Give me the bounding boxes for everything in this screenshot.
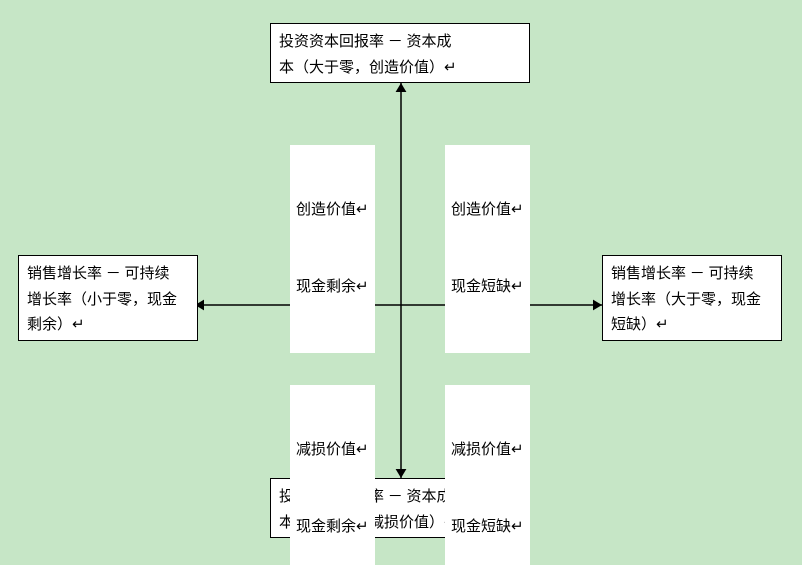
text-line: 剩余）↵ [27, 313, 189, 339]
text-line: 投资资本回报率 － 资本成 [279, 30, 521, 56]
text-line: 现金剩余↵ [296, 275, 369, 301]
text-line: 销售增长率 － 可持续 [27, 262, 189, 288]
text-line: 增长率（大于零，现金 [611, 288, 773, 314]
text-line: 创造价值↵ [296, 198, 369, 224]
text-line: 减损价值↵ [296, 438, 369, 464]
axis-box-top: 投资资本回报率 － 资本成 本（大于零，创造价值）↵ [270, 23, 530, 83]
axis-box-right: 销售增长率 － 可持续 增长率（大于零，现金 短缺）↵ [602, 255, 782, 341]
text-line: 现金短缺↵ [451, 275, 524, 301]
text-line: 现金剩余↵ [296, 515, 369, 541]
diagram-canvas: 投资资本回报率 － 资本成 本（大于零，创造价值）↵ 投资资本回报率 － 资本成… [0, 0, 802, 565]
text-line: 销售增长率 － 可持续 [611, 262, 773, 288]
text-line: 短缺）↵ [611, 313, 773, 339]
axis-box-left: 销售增长率 － 可持续 增长率（小于零，现金 剩余）↵ [18, 255, 198, 341]
text-line: 减损价值↵ [451, 438, 524, 464]
quadrant-label-bottom-left: 减损价值↵ 现金剩余↵ [290, 385, 375, 565]
quadrant-label-bottom-right: 减损价值↵ 现金短缺↵ [445, 385, 530, 565]
quadrant-label-top-left: 创造价值↵ 现金剩余↵ [290, 145, 375, 353]
text-line: 增长率（小于零，现金 [27, 288, 189, 314]
text-line: 本（大于零，创造价值）↵ [279, 56, 521, 82]
text-line: 现金短缺↵ [451, 515, 524, 541]
quadrant-label-top-right: 创造价值↵ 现金短缺↵ [445, 145, 530, 353]
text-line: 创造价值↵ [451, 198, 524, 224]
